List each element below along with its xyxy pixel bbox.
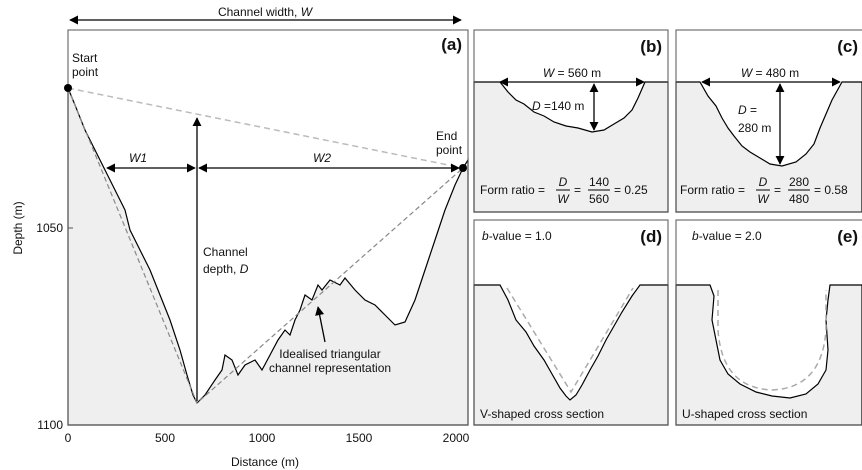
x-tick-label: 0 — [65, 431, 72, 445]
text: 140 — [589, 175, 609, 189]
form-ratio: Form ratio = D W = 280 480 = 0.58 — [680, 175, 848, 206]
text: = 0.58 — [814, 183, 848, 197]
x-tick-label: 1000 — [249, 431, 276, 445]
form-ratio: Form ratio = D W = 140 560 = 0.25 — [480, 175, 648, 206]
caption: V-shaped cross section — [480, 407, 604, 421]
ideal-shape — [506, 287, 634, 394]
ideal-shape — [717, 290, 827, 391]
text: = 0.25 — [614, 183, 648, 197]
profile — [473, 81, 669, 213]
start-dot — [64, 84, 72, 92]
text: 480 — [789, 192, 809, 206]
width: W = 560 m — [543, 66, 601, 80]
label-b: (b) — [640, 37, 662, 56]
panel-e: (e) b-value = 2.0 U-shaped cross section — [675, 219, 862, 426]
profile — [675, 284, 862, 426]
triangle — [67, 87, 464, 405]
profile — [473, 284, 669, 426]
label-c: (c) — [837, 37, 858, 56]
profile — [675, 81, 862, 213]
text: D — [559, 175, 568, 189]
panel-box — [473, 219, 669, 426]
text: W — [557, 192, 570, 206]
y-tick-label: 1100 — [37, 418, 63, 432]
panel-box — [675, 29, 862, 213]
b-value: b-value = 2.0 — [692, 229, 762, 243]
text: = — [774, 183, 781, 197]
y-axis-title: Depth (m) — [11, 201, 25, 254]
start-point: Start point — [72, 51, 99, 79]
w2: W2 — [313, 151, 331, 165]
panel-box — [675, 219, 862, 426]
label-a: (a) — [441, 35, 462, 54]
y-tick-label: 1050 — [36, 221, 63, 235]
width-label: Channel width, W — [218, 5, 314, 19]
depth: D =140 m — [532, 99, 584, 113]
caption: U-shaped cross section — [682, 407, 807, 421]
label-d: (d) — [640, 227, 662, 246]
text: Form ratio = — [480, 183, 545, 197]
idealised-label: Idealised triangular channel representati… — [269, 347, 391, 375]
text: 560 — [589, 192, 609, 206]
profile — [67, 87, 469, 426]
end-point: End point — [436, 129, 463, 157]
x-axis-title: Distance (m) — [231, 455, 299, 469]
x-tick-label: 1500 — [346, 431, 373, 445]
b-value: b-value = 1.0 — [482, 229, 552, 243]
idealised-arrow — [315, 306, 326, 343]
panel-b: (b) W = 560 m D =140 m Form ratio = D W … — [473, 29, 669, 213]
depth-label: Channel depth, D — [203, 245, 249, 276]
x-tick-label: 2000 — [443, 431, 470, 445]
width: W = 480 m — [741, 66, 799, 80]
text: D — [759, 175, 768, 189]
panel-c: (c) W = 480 m D = 280 m Form ratio = D W … — [675, 29, 862, 213]
text: W — [757, 192, 770, 206]
depth: D = 280 m — [738, 103, 771, 135]
panel-a: Channel width, W (a) Start point End point… — [11, 5, 470, 469]
label-e: (e) — [837, 227, 858, 246]
panel-d: (d) b-value = 1.0 V-shaped cross section — [473, 219, 669, 426]
text: Form ratio = — [680, 183, 745, 197]
text: = — [574, 183, 581, 197]
w1: W1 — [129, 151, 147, 165]
end-dot — [459, 164, 467, 172]
chord — [67, 87, 464, 169]
panel-box — [473, 29, 669, 213]
text: 280 — [789, 175, 809, 189]
x-tick-label: 500 — [155, 431, 175, 445]
